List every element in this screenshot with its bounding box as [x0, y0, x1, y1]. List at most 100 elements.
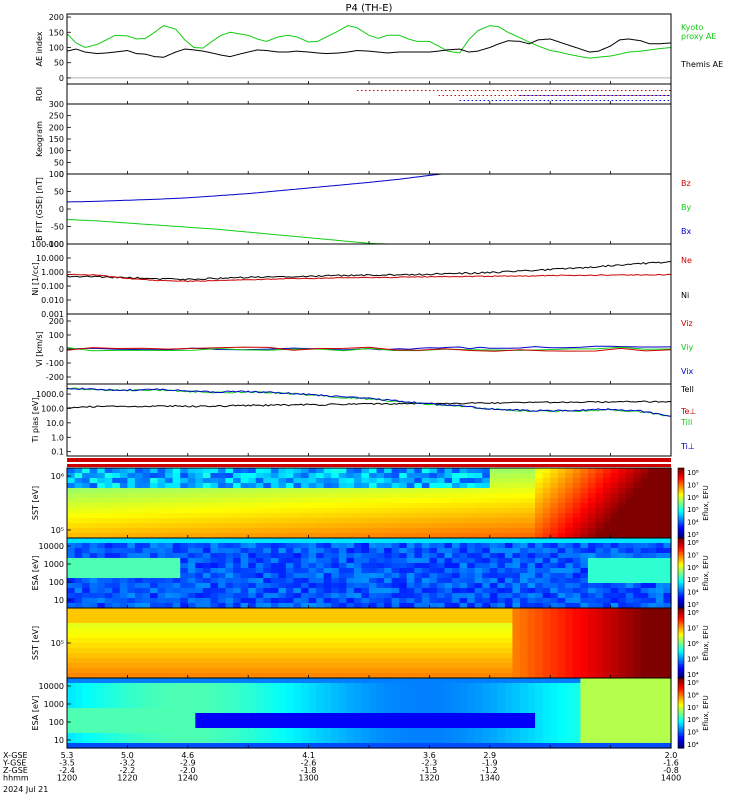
heatmap-cell-sst_elec: [520, 633, 528, 639]
heatmap-cell-sst_ion: [573, 498, 581, 504]
heatmap-cell-esa_ion: [543, 593, 551, 599]
heatmap-cell-esa_ion: [437, 563, 445, 569]
heatmap-cell-sst_elec: [112, 653, 120, 659]
roi-dot: [554, 95, 556, 96]
heatmap-cell-esa_ion: [112, 548, 120, 554]
heatmap-cell-esa_ion: [618, 593, 626, 599]
heatmap-cell-sst_elec: [120, 658, 128, 664]
heatmap-cell-sst_elec: [241, 623, 249, 629]
heatmap-cell-sst_ion: [550, 468, 558, 474]
heatmap-cell-esa_elec: [82, 688, 90, 694]
heatmap-cell-esa_elec: [565, 723, 573, 729]
heatmap-cell-sst_ion: [75, 473, 83, 479]
heatmap-cell-esa_elec: [437, 738, 445, 744]
heatmap-cell-sst_ion: [188, 503, 196, 509]
heatmap-cell-sst_ion: [429, 488, 437, 494]
heatmap-cell-esa_elec: [67, 688, 75, 694]
heatmap-cell-esa_ion: [127, 538, 135, 544]
heatmap-cell-esa_ion: [339, 583, 347, 589]
heatmap-cell-esa_ion: [656, 543, 664, 549]
heatmap-cell-sst_elec: [528, 653, 536, 659]
heatmap-cell-sst_ion: [656, 508, 664, 514]
heatmap-cell-sst_elec: [535, 623, 543, 629]
heatmap-cell-sst_ion: [452, 503, 460, 509]
heatmap-cell-esa_ion: [656, 588, 664, 594]
heatmap-cell-esa_ion: [263, 538, 271, 544]
heatmap-cell-esa_elec: [218, 693, 226, 699]
heatmap-cell-esa_elec: [377, 738, 385, 744]
heatmap-cell-esa_ion: [558, 583, 566, 589]
heatmap-cell-sst_elec: [641, 633, 649, 639]
heatmap-cell-esa_elec: [195, 683, 203, 689]
heatmap-cell-esa_ion: [520, 543, 528, 549]
heatmap-cell-esa_ion: [203, 578, 211, 584]
roi-dot: [454, 95, 456, 96]
heatmap-cell-esa_ion: [158, 568, 166, 574]
heatmap-cell-esa_ion: [543, 568, 551, 574]
heatmap-cell-esa_ion: [165, 543, 173, 549]
heatmap-cell-esa_elec: [429, 718, 437, 724]
heatmap-cell-esa_elec: [67, 693, 75, 699]
heatmap-cell-esa_ion: [482, 568, 490, 574]
heatmap-cell-esa_ion: [241, 583, 249, 589]
heatmap-cell-sst_ion: [346, 518, 354, 524]
heatmap-cell-esa_ion: [316, 578, 324, 584]
heatmap-cell-sst_elec: [558, 648, 566, 654]
heatmap-cell-sst_elec: [392, 638, 400, 644]
heatmap-cell-esa_ion: [241, 563, 249, 569]
heatmap-cell-esa_elec: [520, 723, 528, 729]
heatmap-cell-sst_ion: [407, 503, 415, 509]
heatmap-cell-esa_elec: [558, 703, 566, 709]
heatmap-cell-esa_elec: [580, 688, 588, 694]
heatmap-cell-sst_elec: [565, 668, 573, 674]
heatmap-cell-sst_elec: [75, 638, 83, 644]
heatmap-cell-esa_ion: [384, 598, 392, 604]
heatmap-cell-sst_elec: [180, 608, 188, 614]
heatmap-cell-sst_ion: [452, 493, 460, 499]
heatmap-cell-esa_ion: [286, 548, 294, 554]
heatmap-cell-esa_ion: [339, 563, 347, 569]
heatmap-cell-sst_ion: [580, 508, 588, 514]
heatmap-cell-sst_ion: [550, 508, 558, 514]
heatmap-cell-sst_ion: [573, 508, 581, 514]
heatmap-cell-sst_ion: [256, 493, 264, 499]
heatmap-cell-sst_ion: [520, 488, 528, 494]
heatmap-cell-sst_elec: [663, 618, 671, 624]
heatmap-cell-esa_ion: [143, 553, 151, 559]
heatmap-cell-sst_ion: [528, 518, 536, 524]
heatmap-cell-esa_elec: [75, 683, 83, 689]
heatmap-cell-sst_ion: [339, 483, 347, 489]
heatmap-cell-esa_ion: [135, 598, 143, 604]
heatmap-cell-sst_elec: [316, 663, 324, 669]
heatmap-cell-esa_elec: [75, 678, 83, 684]
heatmap-cell-sst_ion: [105, 488, 113, 494]
heatmap-cell-esa_ion: [467, 548, 475, 554]
heatmap-cell-esa_elec: [127, 728, 135, 734]
heatmap-cell-sst_elec: [422, 613, 430, 619]
heatmap-cell-sst_elec: [324, 628, 332, 634]
heatmap-cell-sst_ion: [241, 508, 249, 514]
heatmap-cell-esa_elec: [127, 703, 135, 709]
roi-dot: [652, 100, 654, 101]
heatmap-cell-sst_elec: [346, 668, 354, 674]
heatmap-cell-sst_elec: [233, 668, 241, 674]
heatmap-cell-esa_elec: [422, 683, 430, 689]
heatmap-cell-sst_ion: [331, 503, 339, 509]
heatmap-cell-esa_elec: [127, 688, 135, 694]
heatmap-cell-esa_elec: [120, 698, 128, 704]
roi-dot: [500, 100, 502, 101]
heatmap-cell-esa_elec: [203, 683, 211, 689]
heatmap-cell-sst_elec: [82, 623, 90, 629]
heatmap-cell-sst_ion: [278, 488, 286, 494]
heatmap-cell-esa_ion: [210, 563, 218, 569]
heatmap-cell-esa_elec: [475, 693, 483, 699]
heatmap-cell-esa_ion: [437, 573, 445, 579]
heatmap-cell-sst_ion: [339, 498, 347, 504]
heatmap-cell-esa_elec: [588, 693, 596, 699]
heatmap-cell-sst_ion: [120, 513, 128, 519]
heatmap-cell-esa_ion: [324, 593, 332, 599]
heatmap-cell-sst_ion: [278, 523, 286, 529]
roi-dot: [570, 95, 572, 96]
heatmap-cell-sst_ion: [331, 498, 339, 504]
heatmap-cell-esa_ion: [452, 578, 460, 584]
